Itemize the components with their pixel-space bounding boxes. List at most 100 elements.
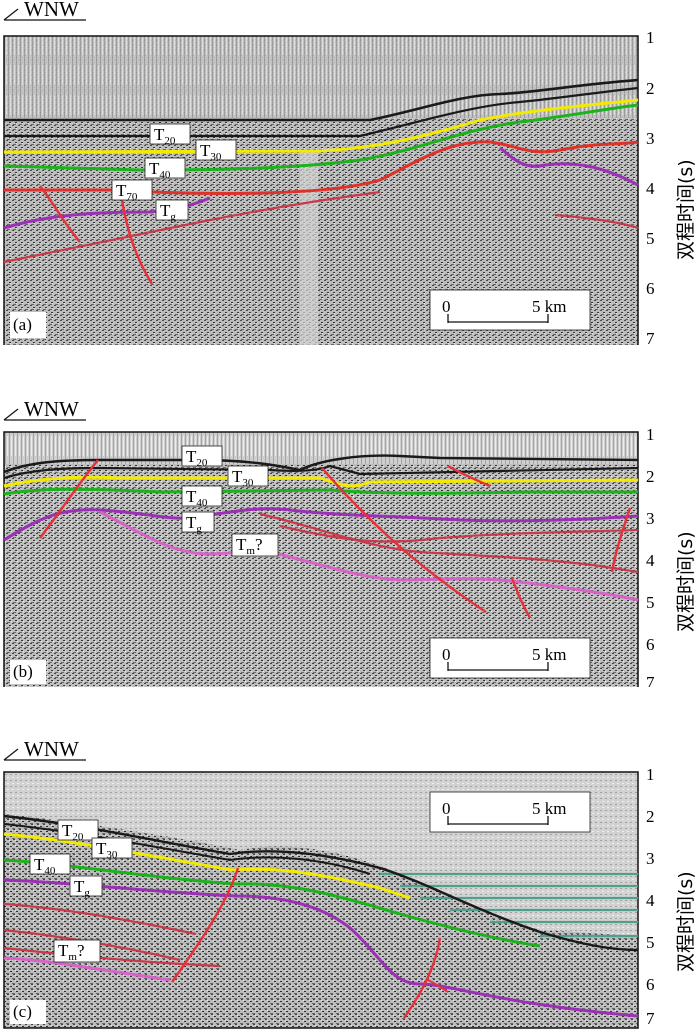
- svg-text:7: 7: [646, 1009, 655, 1028]
- horizon-T40: [3, 858, 541, 948]
- panel-tag-b: (b): [10, 660, 46, 684]
- svg-text:4: 4: [646, 179, 655, 198]
- axis-title: 双程时间(s): [675, 531, 697, 632]
- horizon-T40: [3, 487, 638, 496]
- horizon-Tm: [3, 956, 171, 982]
- svg-text:(b): (b): [13, 662, 33, 681]
- fault: [321, 467, 487, 614]
- svg-text:4: 4: [646, 891, 655, 910]
- svg-text:1: 1: [646, 765, 655, 784]
- label-Tg: Tg: [155, 199, 189, 223]
- svg-text:5 km: 5 km: [532, 645, 566, 664]
- deep-reflector-2: [279, 524, 639, 543]
- deep-reflector-east: [554, 213, 639, 230]
- label-T40: T40: [144, 157, 186, 181]
- svg-text:0: 0: [442, 645, 451, 664]
- time-axis: 1 2 3 4 5 6 7 双程时间(s): [646, 425, 697, 687]
- svg-text:Tm?: Tm?: [236, 535, 263, 557]
- data-gap: [300, 150, 318, 345]
- svg-text:6: 6: [646, 975, 655, 994]
- fault: [510, 577, 532, 619]
- scale-bar: 0 5 km: [429, 791, 591, 833]
- time-axis: 1 2 3 4 5 6 7 双程时间(s): [646, 28, 697, 345]
- svg-text:6: 6: [646, 635, 655, 654]
- label-T20: T20: [149, 123, 191, 147]
- panel-a-svg: WNW T20 T30 T40: [3, 0, 697, 345]
- svg-text:3: 3: [646, 849, 655, 868]
- fault: [39, 459, 99, 539]
- svg-text:T40: T40: [34, 855, 56, 877]
- svg-text:(a): (a): [13, 315, 32, 334]
- horizon-T70: [4, 140, 639, 195]
- direction-indicator: WNW: [3, 397, 86, 421]
- label-T30: T30: [195, 139, 237, 163]
- direction-label: WNW: [24, 397, 79, 421]
- panel-tag-a: (a): [10, 312, 46, 338]
- label-T30: T30: [227, 465, 269, 489]
- svg-text:Tg: Tg: [74, 877, 90, 899]
- svg-text:6: 6: [646, 279, 655, 298]
- seismic-panel-a: WNW T20 T30 T40: [0, 0, 700, 345]
- panel-frame: [3, 431, 639, 687]
- label-T20: T20: [57, 819, 99, 843]
- panel-tag-c: (c): [10, 1000, 46, 1024]
- horizon-T20: [3, 454, 639, 474]
- svg-text:T30: T30: [200, 141, 222, 163]
- svg-text:T70: T70: [116, 181, 138, 203]
- svg-text:2: 2: [646, 807, 655, 826]
- svg-text:T30: T30: [96, 839, 118, 861]
- horizon-T20: [3, 814, 639, 952]
- svg-text:T40: T40: [149, 159, 171, 181]
- label-Tg: Tg: [69, 875, 103, 899]
- svg-text:Tg: Tg: [160, 201, 176, 223]
- svg-text:5: 5: [646, 229, 655, 248]
- svg-text:0: 0: [442, 799, 451, 818]
- label-T70: T70: [111, 179, 153, 203]
- water-column: [4, 36, 638, 118]
- fault: [403, 937, 442, 1019]
- panel-c-svg: WNW T20: [3, 737, 697, 1029]
- direction-indicator: WNW: [3, 737, 86, 761]
- svg-text:5: 5: [646, 593, 655, 612]
- fault: [39, 185, 81, 243]
- svg-text:1: 1: [646, 28, 655, 47]
- svg-text:3: 3: [646, 129, 655, 148]
- svg-text:T20: T20: [62, 821, 84, 843]
- seismic-panel-c: WNW T20: [0, 684, 700, 1029]
- svg-text:2: 2: [646, 467, 655, 486]
- horizon-T20-lower: [4, 86, 639, 138]
- horizon-T40: [3, 103, 639, 172]
- svg-text:Tm?: Tm?: [58, 941, 85, 963]
- label-Tm: Tm?: [231, 533, 279, 557]
- svg-text:T20: T20: [186, 447, 208, 469]
- seismic-panel-b: WNW T20 T30 T40: [0, 342, 700, 687]
- deep-reflector: [259, 512, 639, 574]
- svg-text:5: 5: [646, 933, 655, 952]
- svg-text:T30: T30: [232, 467, 254, 489]
- svg-text:4: 4: [646, 551, 655, 570]
- deep-reflector: [3, 190, 381, 264]
- svg-text:7: 7: [646, 673, 655, 687]
- horizon-T30: [3, 98, 639, 154]
- scale-bar: 0 5 km: [429, 637, 591, 679]
- svg-text:Tg: Tg: [186, 513, 202, 535]
- fault: [447, 464, 491, 488]
- svg-text:0: 0: [442, 297, 451, 316]
- horizon-Tm: [99, 510, 639, 602]
- svg-text:1: 1: [646, 425, 655, 444]
- horizon-T20: [4, 78, 639, 122]
- horizon-Tg: [3, 196, 211, 230]
- axis-title: 双程时间(s): [675, 159, 697, 260]
- time-axis: 1 2 3 4 5 6 7 双程时间(s): [646, 765, 697, 1028]
- direction-label: WNW: [24, 0, 79, 21]
- label-T20: T20: [181, 445, 223, 469]
- axis-title: 双程时间(s): [675, 871, 697, 972]
- direction-indicator: WNW: [3, 0, 86, 21]
- label-Tm: Tm?: [53, 939, 101, 963]
- svg-text:5 km: 5 km: [532, 297, 566, 316]
- fault: [171, 867, 240, 983]
- svg-text:(c): (c): [13, 1002, 32, 1021]
- deep-reflector: [3, 902, 197, 936]
- horizon-Tg: [3, 878, 639, 1018]
- label-Tg: Tg: [181, 511, 215, 535]
